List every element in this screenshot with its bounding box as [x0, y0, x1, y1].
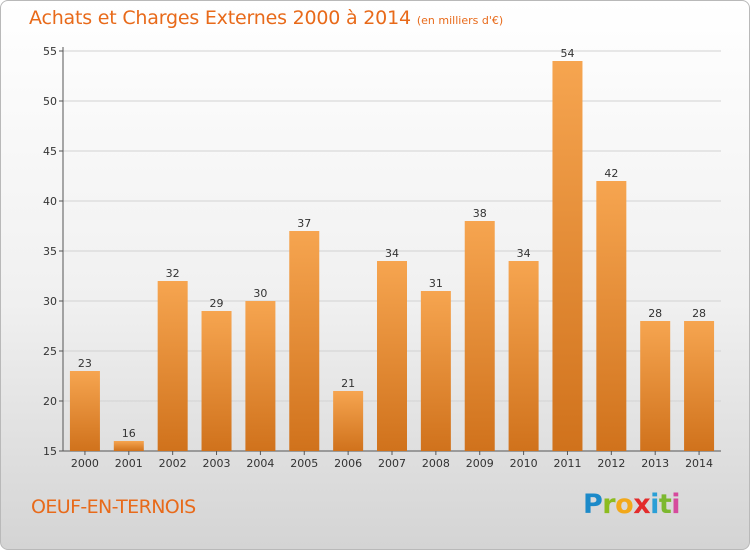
axes: 15 20 25 30 35 40 45 50 55 2000 2001 2002 2003 2004 20…: [43, 45, 721, 470]
bar: [113, 441, 144, 451]
logo-letter: x: [633, 489, 651, 520]
data-label: 54: [560, 47, 574, 60]
chart-title: Achats et Charges Externes 2000 à 2014 (e…: [29, 7, 503, 29]
data-labels: 23 16 32 29 30 37 21 34 31 38 34 54 42 28 28: [78, 47, 706, 440]
data-label: 23: [78, 357, 92, 370]
chart-title-text: Achats et Charges Externes 2000 à 2014: [29, 7, 411, 29]
y-tick-label: 15: [43, 445, 57, 458]
data-label: 38: [473, 207, 487, 220]
logo-letter: r: [602, 489, 616, 520]
data-label: 37: [297, 217, 311, 230]
y-tick-label: 20: [43, 395, 57, 408]
x-tick-label: 2001: [115, 457, 143, 470]
bar: [684, 321, 715, 451]
y-tick-label: 45: [43, 145, 57, 158]
y-tick-label: 25: [43, 345, 57, 358]
bar: [596, 181, 627, 451]
x-tick-label: 2013: [641, 457, 669, 470]
data-label: 34: [385, 247, 399, 260]
data-label: 31: [429, 277, 443, 290]
data-label: 21: [341, 377, 355, 390]
x-tick-label: 2004: [246, 457, 274, 470]
proxiti-logo: Proxiti: [583, 489, 681, 520]
bar: [157, 281, 188, 451]
bar: [333, 391, 364, 451]
x-tick-label: 2014: [685, 457, 713, 470]
bars: [69, 61, 715, 451]
bar: [552, 61, 583, 451]
data-label: 28: [692, 307, 706, 320]
x-tick-label: 2008: [422, 457, 450, 470]
x-tick-label: 2011: [553, 457, 581, 470]
logo-letter: i: [650, 489, 659, 520]
x-tick-label: 2002: [159, 457, 187, 470]
logo-letter: t: [658, 489, 672, 520]
y-tick-label: 30: [43, 295, 57, 308]
x-tick-label: 2012: [597, 457, 625, 470]
y-tick-label: 35: [43, 245, 57, 258]
bar: [69, 371, 100, 451]
bar: [201, 311, 232, 451]
bar: [464, 221, 495, 451]
data-label: 16: [122, 427, 136, 440]
bar: [289, 231, 320, 451]
logo-letter: i: [671, 489, 681, 520]
logo-letter: o: [615, 489, 634, 520]
logo-letter: P: [583, 489, 603, 520]
bar: [508, 261, 539, 451]
data-label: 34: [517, 247, 531, 260]
bar: [640, 321, 671, 451]
x-tick-label: 2010: [510, 457, 538, 470]
x-tick-label: 2000: [71, 457, 99, 470]
data-label: 42: [604, 167, 618, 180]
bar: [377, 261, 407, 451]
data-label: 30: [253, 287, 267, 300]
bar: [245, 301, 276, 451]
x-tick-label: 2009: [466, 457, 494, 470]
data-label: 29: [210, 297, 224, 310]
commune-name: OEUF-EN-TERNOIS: [31, 496, 196, 518]
y-tick-label: 40: [43, 195, 57, 208]
y-tick-label: 50: [43, 95, 57, 108]
x-tick-label: 2005: [290, 457, 318, 470]
data-label: 32: [166, 267, 180, 280]
x-tick-label: 2007: [378, 457, 406, 470]
data-label: 28: [648, 307, 662, 320]
chart-subtitle: (en milliers d'€): [416, 14, 504, 27]
y-tick-label: 55: [43, 45, 57, 58]
x-tick-label: 2006: [334, 457, 362, 470]
bar: [420, 291, 451, 451]
x-tick-label: 2003: [203, 457, 231, 470]
